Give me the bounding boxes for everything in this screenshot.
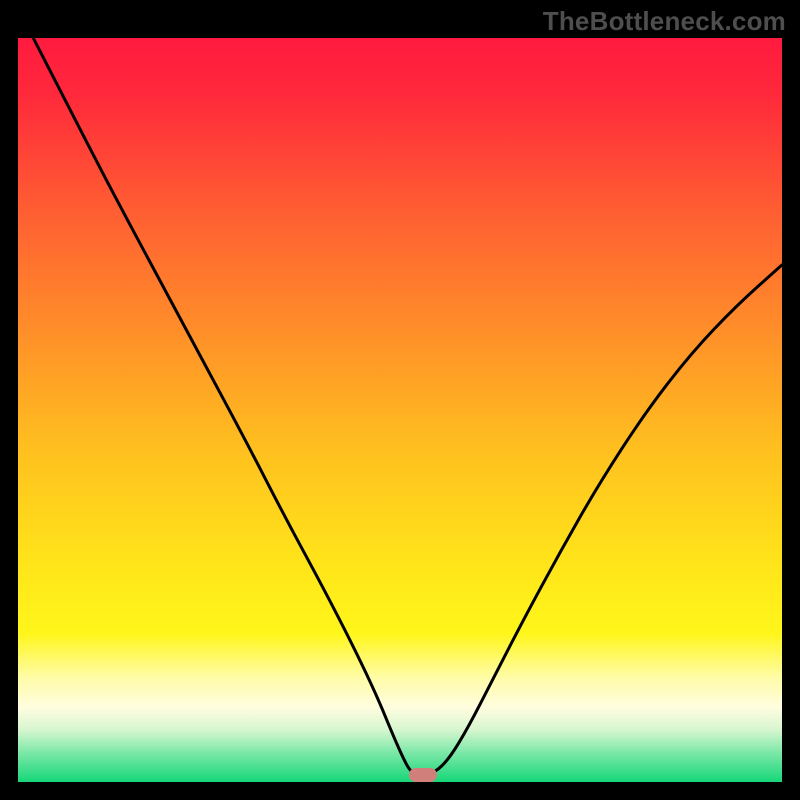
plot-area: [18, 38, 782, 782]
watermark-text: TheBottleneck.com: [543, 6, 786, 37]
bottleneck-curve: [18, 38, 782, 782]
optimal-point-marker: [409, 768, 437, 782]
chart-frame: TheBottleneck.com: [0, 0, 800, 800]
